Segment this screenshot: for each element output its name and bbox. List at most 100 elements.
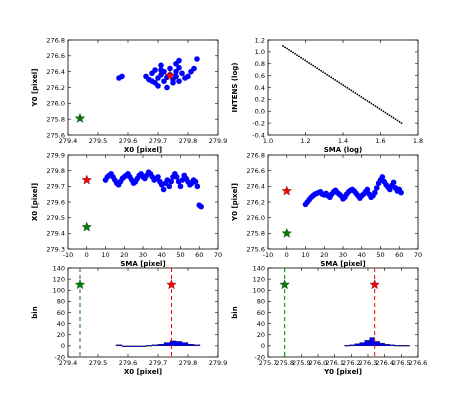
x-tick-label: 279.7: [149, 359, 168, 367]
data-point: [185, 73, 191, 80]
x-tick-label: 279.9: [209, 359, 228, 367]
data-point: [176, 57, 182, 64]
panel-x0_y0: 279.4 279.5 279.6 279.7 279.8 279.9 275.6 275.8…: [31, 36, 227, 154]
histogram-bar: [193, 344, 201, 347]
data-point: [155, 83, 161, 89]
data-point: [294, 52, 296, 55]
data-point: [158, 67, 164, 73]
data-point: [373, 185, 380, 191]
data-point: [179, 70, 185, 77]
histogram-bar: [187, 344, 195, 347]
histogram-bar: [181, 342, 189, 347]
histogram-bar: [389, 344, 395, 347]
x-tick-label: 70: [414, 251, 422, 259]
histogram-bar: [384, 344, 390, 347]
data-point: [332, 77, 335, 80]
data-point: [334, 79, 337, 81]
data-point: [191, 65, 197, 72]
data-point: [286, 47, 288, 50]
data-point: [344, 85, 347, 88]
y-axis-label: Y0 [pixel]: [31, 69, 39, 108]
x-tick-label: 279.5: [89, 137, 108, 145]
histogram-bar: [399, 345, 405, 347]
data-point: [398, 120, 401, 123]
x-axis-label: X0 [pixel]: [124, 368, 162, 376]
y-tick-label: 276.0: [246, 214, 265, 222]
y-tick-label: 275.6: [246, 245, 265, 253]
x-tick-label: 20: [120, 251, 128, 259]
data-point: [372, 103, 375, 106]
data-point: [284, 46, 286, 49]
y-tick-label: 279.3: [46, 245, 65, 253]
y-tick-label: 276.8: [246, 151, 265, 159]
data-point: [308, 62, 311, 64]
data-point: [167, 65, 173, 72]
y-tick-label: 120: [53, 275, 65, 283]
data-point: [348, 88, 351, 91]
data-point: [390, 115, 393, 118]
y-tick-label: 279.9: [46, 151, 65, 159]
y-tick-label: 275.8: [46, 115, 65, 123]
data-point: [296, 54, 298, 56]
data-point: [192, 178, 199, 185]
x-tick-label: 279.5: [89, 359, 108, 367]
x-tick-label: 1.4: [338, 137, 348, 145]
x-axis-label: SMA [pixel]: [120, 260, 165, 268]
axes-frame: [267, 154, 419, 250]
data-point: [330, 76, 333, 79]
data-point: [336, 80, 339, 83]
y-axis-label: bin: [231, 306, 239, 318]
x-tick-label: 50: [376, 251, 384, 259]
data-point: [152, 67, 158, 73]
data-point: [322, 71, 325, 74]
data-point: [350, 89, 353, 92]
x-tick-label: 0: [285, 251, 289, 259]
data-point: [364, 98, 367, 101]
y-axis-label: Y0 [pixel]: [231, 183, 239, 222]
plot-area: [281, 174, 404, 238]
data-point: [292, 51, 294, 54]
y-tick-label: 140: [53, 264, 65, 272]
data-point: [288, 48, 290, 51]
data-point: [379, 174, 386, 180]
y-tick-label: 20: [257, 331, 265, 339]
data-point: [380, 109, 383, 111]
x-tick-label: 276.6: [409, 359, 428, 367]
data-point: [173, 73, 179, 80]
x-tick-label: 0: [85, 251, 89, 259]
data-point: [340, 82, 343, 85]
y-tick-label: 100: [53, 287, 65, 295]
data-point: [364, 186, 371, 193]
data-point: [312, 64, 315, 67]
histogram-bar: [394, 345, 400, 347]
y-tick-label: 275.8: [246, 230, 265, 238]
data-point: [372, 189, 378, 196]
data-point: [378, 107, 381, 110]
histogram-bar: [115, 344, 123, 347]
histogram-bar: [121, 345, 129, 347]
histogram-bar: [369, 337, 375, 347]
panel-hist_x0: 279.4 279.5 279.6 279.7 279.8 279.9 -20 0 20 40 60…: [31, 264, 227, 376]
data-point: [177, 183, 184, 190]
data-point: [382, 110, 385, 113]
x-tick-label: 279.4: [59, 359, 78, 367]
data-point: [149, 78, 155, 84]
panel-hist_y0: 275.7275.8275.9276.0276.1276.2276.3276.4…: [231, 264, 427, 376]
star-marker: [81, 174, 92, 185]
y-tick-label: 1.2: [255, 36, 265, 44]
data-point: [346, 86, 349, 89]
data-point: [326, 73, 329, 76]
data-point: [194, 183, 201, 190]
data-point: [376, 106, 379, 109]
panel-sma_intens: 1.0 1.2 1.4 1.6 1.8 -0.4 -0.2 0.0 0.2 0.4 0.6 0.8 1.…: [231, 36, 423, 154]
y-tick-label: 140: [253, 264, 265, 272]
y-tick-label: -20: [254, 353, 265, 361]
x-tick-label: 279.4: [59, 137, 78, 145]
star-marker: [81, 221, 92, 232]
data-point: [370, 102, 373, 105]
data-point: [316, 67, 319, 70]
axes-frame: [67, 267, 219, 358]
y-tick-label: 20: [57, 331, 65, 339]
star-marker: [166, 279, 177, 290]
histogram-bar: [151, 344, 159, 347]
